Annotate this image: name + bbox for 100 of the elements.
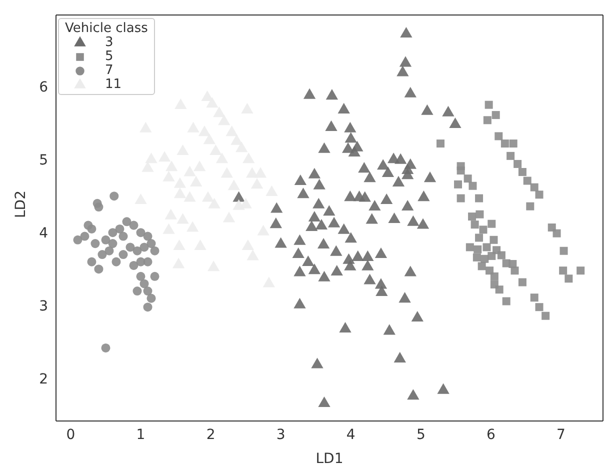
point <box>454 180 462 188</box>
point <box>101 343 110 352</box>
point <box>108 228 118 238</box>
point <box>560 246 568 255</box>
point <box>479 226 488 234</box>
point <box>80 232 90 241</box>
point <box>466 243 474 252</box>
point <box>143 232 152 241</box>
point <box>136 257 146 266</box>
x-tick-label: 2 <box>206 426 216 443</box>
point <box>548 223 556 232</box>
point <box>495 286 504 294</box>
point <box>518 168 526 176</box>
y-axis-title: LD2 <box>12 190 29 218</box>
point <box>456 166 465 175</box>
x-tick-label: 6 <box>486 426 496 443</box>
point <box>464 174 472 183</box>
point <box>143 302 152 312</box>
point <box>475 234 484 242</box>
point <box>87 257 96 266</box>
point <box>146 294 156 303</box>
point <box>140 279 149 288</box>
point <box>476 210 484 218</box>
point <box>475 194 484 202</box>
point <box>542 312 550 320</box>
point <box>509 140 518 148</box>
point <box>90 239 100 248</box>
y-tick-label: 2 <box>39 372 48 388</box>
point <box>87 224 96 234</box>
point <box>436 140 445 148</box>
point <box>112 257 121 266</box>
y-tick-label: 4 <box>39 226 48 242</box>
point <box>486 266 494 275</box>
legend-title: Vehicle class <box>65 21 148 36</box>
point <box>468 212 476 221</box>
point <box>530 294 538 302</box>
y-tick-label: 5 <box>39 152 48 169</box>
legend-label: 5 <box>105 49 114 64</box>
point <box>552 229 561 238</box>
x-axis-title: LD1 <box>316 451 344 467</box>
x-tick-label: 7 <box>556 426 566 443</box>
point <box>129 220 138 230</box>
x-tick-label: 1 <box>136 426 146 443</box>
point <box>559 266 568 275</box>
point <box>518 278 526 286</box>
point <box>490 272 498 280</box>
point <box>478 262 486 270</box>
point <box>150 272 160 281</box>
point <box>576 266 585 275</box>
point <box>136 272 146 281</box>
point <box>497 251 506 260</box>
point <box>564 274 573 283</box>
x-tick-label: 3 <box>276 426 286 443</box>
point <box>456 194 465 202</box>
point <box>474 245 482 254</box>
point <box>472 253 481 262</box>
point <box>98 250 107 260</box>
point <box>490 236 498 244</box>
point <box>494 132 503 140</box>
y-tick-label: 3 <box>39 298 48 315</box>
point <box>257 224 270 236</box>
point <box>468 182 477 190</box>
point <box>482 243 491 252</box>
point <box>488 220 496 228</box>
point <box>73 235 82 244</box>
point <box>514 160 522 168</box>
point <box>101 235 110 244</box>
point <box>104 246 114 256</box>
legend-label: 7 <box>105 63 114 78</box>
point <box>118 250 128 260</box>
point <box>530 183 538 192</box>
point <box>108 239 118 248</box>
point <box>132 246 142 256</box>
point <box>535 303 544 312</box>
x-tick-label: 4 <box>346 426 356 443</box>
point <box>110 192 119 201</box>
point <box>136 228 146 238</box>
point <box>510 266 519 275</box>
point <box>92 198 102 208</box>
point <box>506 152 515 160</box>
point <box>228 180 240 190</box>
legend-label: 3 <box>105 35 114 50</box>
x-tick-label: 5 <box>416 426 426 443</box>
point <box>502 297 510 306</box>
point <box>129 260 138 270</box>
point <box>118 232 128 241</box>
point <box>488 252 496 260</box>
point <box>523 176 532 185</box>
point <box>122 217 132 226</box>
point <box>115 224 124 234</box>
y-tick-label: 6 <box>39 80 48 96</box>
point <box>94 264 104 274</box>
point <box>140 242 149 252</box>
point <box>535 190 544 199</box>
legend-label: 11 <box>105 77 122 92</box>
point <box>126 242 135 252</box>
point <box>150 246 160 256</box>
point <box>232 199 245 210</box>
point <box>526 202 534 210</box>
x-tick-label: 0 <box>66 426 76 443</box>
